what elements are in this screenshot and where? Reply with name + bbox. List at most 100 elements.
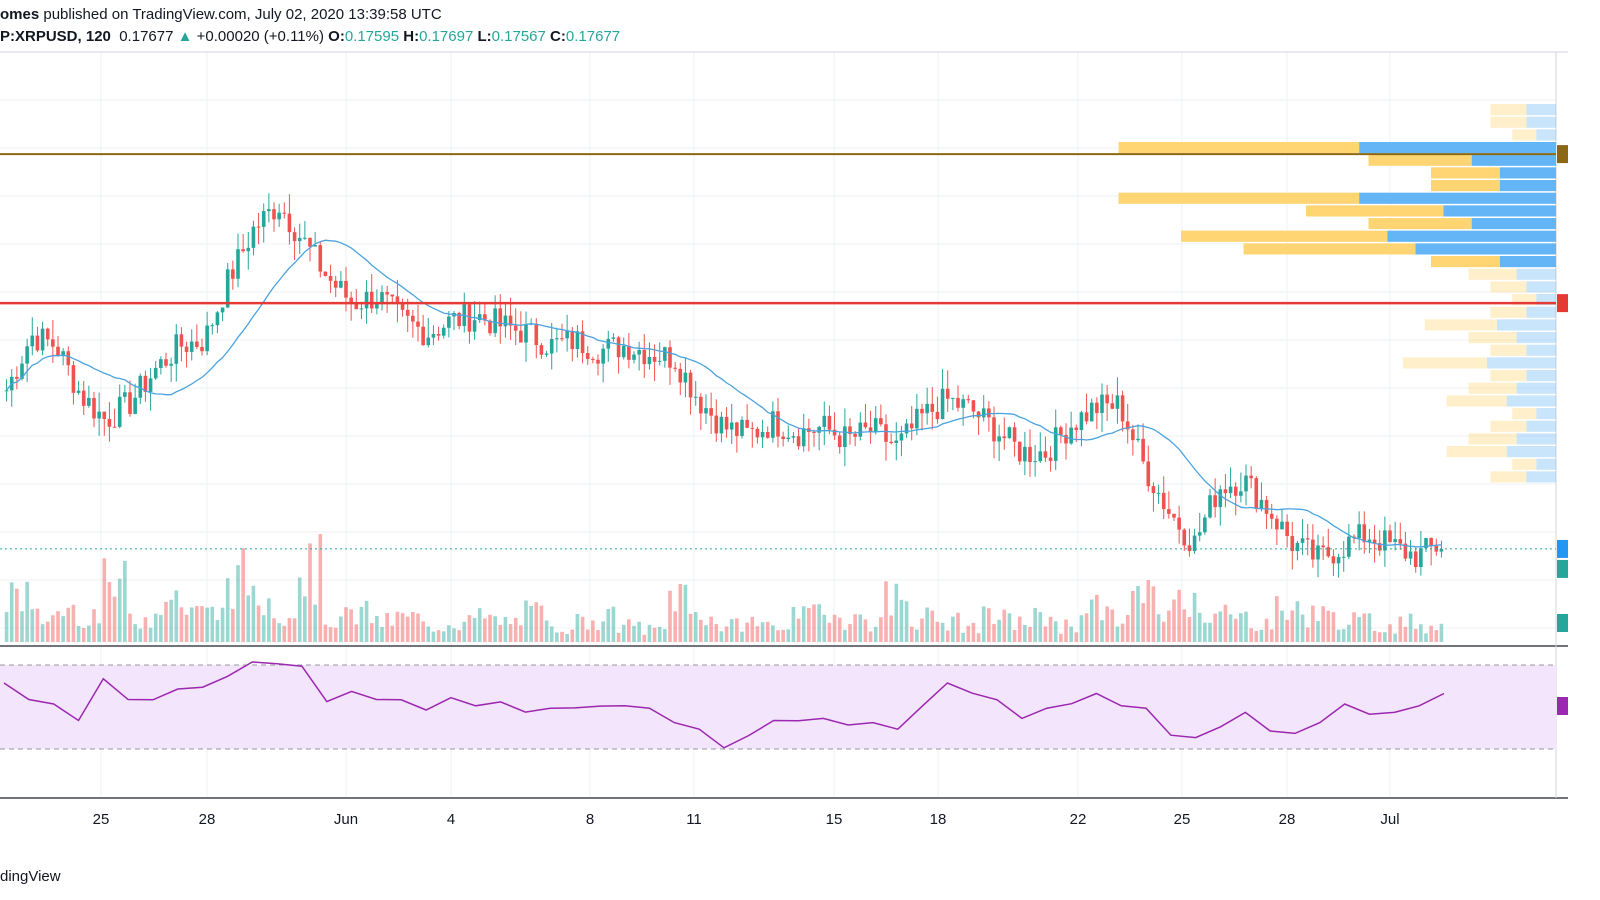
- candle-body: [1172, 513, 1176, 518]
- candle-body: [987, 408, 991, 418]
- volume-bar: [513, 617, 518, 642]
- vp-up-bar: [1496, 319, 1556, 331]
- volume-bar: [1429, 625, 1433, 642]
- candle-body: [1228, 486, 1233, 494]
- x-tick-label: 28: [1279, 811, 1296, 828]
- open-label: O:: [328, 28, 345, 45]
- volume-bar: [1218, 611, 1223, 642]
- candle-body: [477, 314, 482, 321]
- volume-bar: [128, 613, 132, 642]
- candle-body: [843, 426, 847, 448]
- volume-bar: [1131, 590, 1135, 642]
- volume-bar: [81, 627, 86, 642]
- volume-bar: [1156, 614, 1161, 642]
- candle-body: [1069, 427, 1073, 444]
- symbol-label[interactable]: P:XRPUSD, 120: [0, 28, 111, 45]
- vp-up-bar: [1443, 205, 1556, 217]
- candle-body: [349, 297, 353, 304]
- candle-body: [735, 422, 739, 437]
- volume-bar: [899, 599, 904, 642]
- candle-body: [220, 307, 225, 313]
- close-value: 0.17677: [565, 28, 621, 45]
- candle-body: [333, 280, 338, 288]
- candle-body: [1413, 551, 1418, 568]
- vp-down-bar: [1368, 218, 1472, 230]
- volume-bar: [796, 618, 801, 642]
- candle-body: [889, 441, 893, 444]
- candle-body: [1259, 499, 1264, 509]
- candle-body: [1295, 542, 1300, 552]
- volume-bar: [15, 588, 19, 642]
- candle-body: [915, 408, 919, 429]
- candle-body: [1362, 524, 1367, 543]
- candle-body: [513, 325, 518, 331]
- vp-up-bar: [1487, 357, 1556, 369]
- candle-body: [539, 345, 544, 355]
- candle-body: [899, 433, 904, 441]
- volume-bar: [184, 614, 189, 642]
- volume-bar: [1269, 629, 1274, 642]
- candle-body: [1424, 538, 1428, 549]
- volume-bar: [375, 616, 379, 642]
- candle-body: [431, 334, 436, 338]
- volume-bar: [920, 618, 924, 642]
- volume-bar: [642, 634, 647, 642]
- published-text: published on TradingView.com, July 02, 2…: [43, 6, 442, 23]
- volume-bar: [220, 607, 225, 642]
- vp-up-bar: [1499, 180, 1556, 192]
- candle-body: [112, 426, 117, 428]
- volume-bar: [436, 630, 441, 642]
- volume-bar: [1408, 613, 1413, 642]
- volume-bar: [724, 626, 729, 642]
- candle-body: [246, 247, 251, 252]
- volume-bar: [627, 619, 631, 642]
- candle-body: [966, 399, 971, 401]
- volume-bar: [817, 604, 821, 642]
- candle-body: [436, 334, 441, 336]
- x-tick-label: 18: [930, 811, 947, 828]
- volume-bar: [493, 616, 497, 642]
- volume-bar: [349, 609, 353, 642]
- volume-bar: [879, 617, 883, 642]
- candle-body: [87, 397, 91, 406]
- candle-body: [719, 416, 724, 434]
- candle-body: [390, 294, 395, 297]
- candle-body: [544, 353, 549, 355]
- candle-body: [555, 338, 559, 340]
- volume-bar: [1028, 626, 1032, 642]
- candle-body: [637, 349, 641, 355]
- volume-bar: [1100, 620, 1104, 642]
- vp-down-bar: [1181, 230, 1388, 242]
- candle-body: [786, 437, 791, 440]
- volume-bar: [596, 629, 600, 642]
- volume-bar: [688, 613, 693, 642]
- candle-body: [488, 320, 492, 334]
- candle-body: [580, 331, 585, 354]
- volume-bar: [657, 626, 662, 642]
- volume-bar: [1228, 614, 1233, 642]
- volume-bar: [1177, 589, 1181, 642]
- volume-bar: [585, 629, 590, 642]
- x-axis-labels: 25 28 Jun 4 8 11 15 18 22 25 28 Jul: [93, 811, 1400, 828]
- candle-body: [1089, 402, 1094, 422]
- volume-bar: [719, 631, 724, 642]
- volume-bar: [1110, 609, 1115, 642]
- volume-bar: [863, 619, 868, 642]
- candle-body: [1125, 421, 1130, 430]
- volume-bar: [1362, 613, 1367, 642]
- candle-body: [1239, 491, 1243, 496]
- volume-bar: [1053, 621, 1058, 642]
- candle-body: [796, 436, 801, 447]
- candle-body: [940, 388, 945, 420]
- volume-bar: [339, 616, 343, 642]
- volume-bar: [565, 633, 569, 642]
- candle-body: [1275, 518, 1279, 530]
- candle-body: [1023, 446, 1027, 462]
- up-arrow-icon: ▲: [177, 28, 193, 45]
- candle-body: [385, 292, 389, 295]
- vp-down-bar: [1490, 306, 1527, 318]
- rsi-band: [0, 665, 1556, 749]
- vp-down-bar: [1468, 268, 1517, 280]
- volume-bar: [560, 631, 564, 642]
